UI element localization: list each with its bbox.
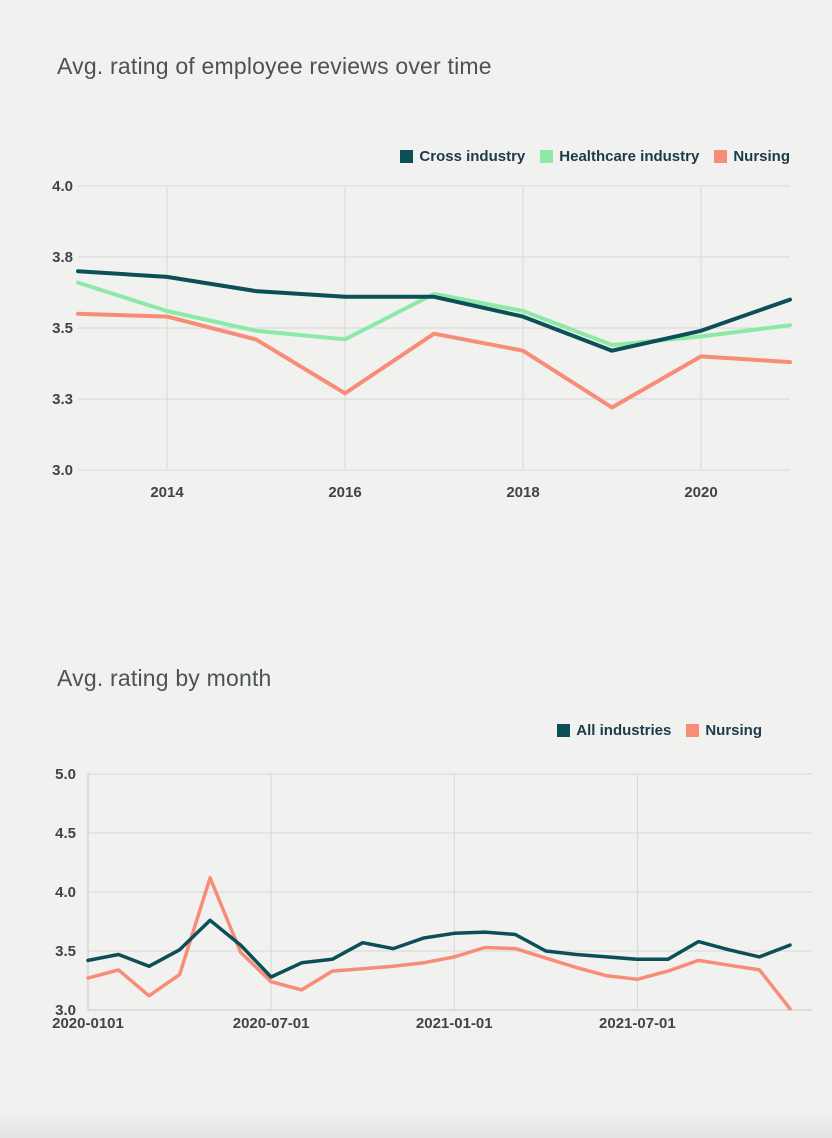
chart1-title: Avg. rating of employee reviews over tim… (57, 53, 492, 79)
legend-swatch-icon (400, 150, 414, 163)
y-tick-label: 3.5 (52, 320, 73, 337)
legend-label: Healthcare industry (559, 148, 700, 165)
legend-swatch-icon (557, 724, 571, 737)
legend-swatch-icon (714, 150, 728, 163)
x-tick-label: 2020-07-01 (233, 1015, 310, 1032)
legend-swatch-icon (540, 150, 554, 163)
chart1-legend: Cross industry Healthcare industry Nursing (400, 148, 790, 165)
y-tick-label: 3.0 (55, 1002, 76, 1019)
x-tick-label: 2018 (506, 484, 539, 501)
y-tick-label: 3.0 (52, 462, 73, 479)
line-series-nursing (86, 876, 792, 1011)
legend-label: All industries (576, 722, 672, 739)
chart2-legend: All industries Nursing (557, 722, 762, 739)
legend-label: Nursing (733, 148, 790, 165)
line-series-all-industries (86, 918, 792, 979)
legend-label: Cross industry (419, 148, 526, 165)
y-tick-label: 5.0 (55, 766, 76, 783)
legend-swatch-icon (686, 724, 700, 737)
line-series-nursing (76, 311, 792, 410)
y-tick-label: 4.5 (55, 825, 76, 842)
y-tick-label: 4.0 (55, 884, 76, 901)
legend-item: Cross industry (400, 148, 525, 165)
page-bottom-shadow (0, 1112, 832, 1138)
chart1-plot: 4.0 3.8 3.5 3.3 3.0 2014 2016 2018 2020 (52, 178, 792, 501)
y-tick-label: 3.3 (52, 391, 73, 408)
x-tick-label: 2021-07-01 (599, 1015, 676, 1032)
chart2-title: Avg. rating by month (57, 665, 272, 691)
legend-item: All industries (557, 722, 671, 739)
line-series-cross-industry (76, 269, 792, 353)
x-tick-label: 2021-01-01 (416, 1015, 493, 1032)
y-tick-label: 3.5 (55, 943, 76, 960)
x-tick-label: 2016 (328, 484, 361, 501)
x-tick-label: 2020 (684, 484, 717, 501)
x-tick-label: 2020-0101 (52, 1015, 124, 1032)
x-tick-label: 2014 (150, 484, 184, 501)
legend-item: Nursing (686, 722, 762, 739)
legend-item: Healthcare industry (540, 148, 699, 165)
line-series-healthcare-industry (76, 280, 792, 347)
y-tick-label: 3.8 (52, 249, 73, 266)
legend-item: Nursing (714, 148, 790, 165)
y-tick-label: 4.0 (52, 178, 73, 195)
legend-label: Nursing (705, 722, 762, 739)
